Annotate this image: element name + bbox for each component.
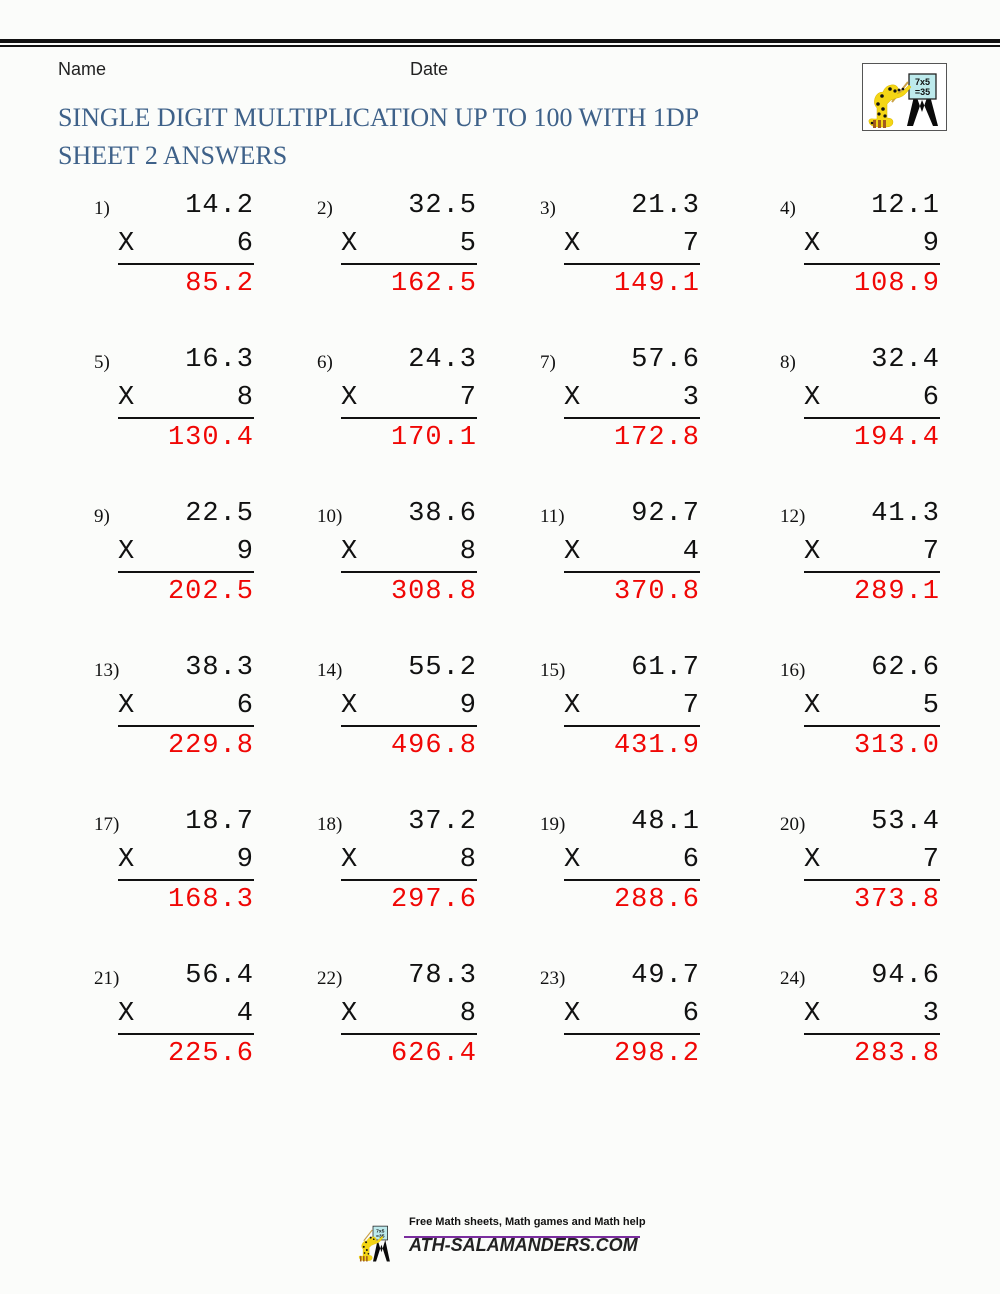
svg-text:=35: =35 [915, 87, 930, 97]
svg-text:7x5: 7x5 [915, 77, 930, 87]
